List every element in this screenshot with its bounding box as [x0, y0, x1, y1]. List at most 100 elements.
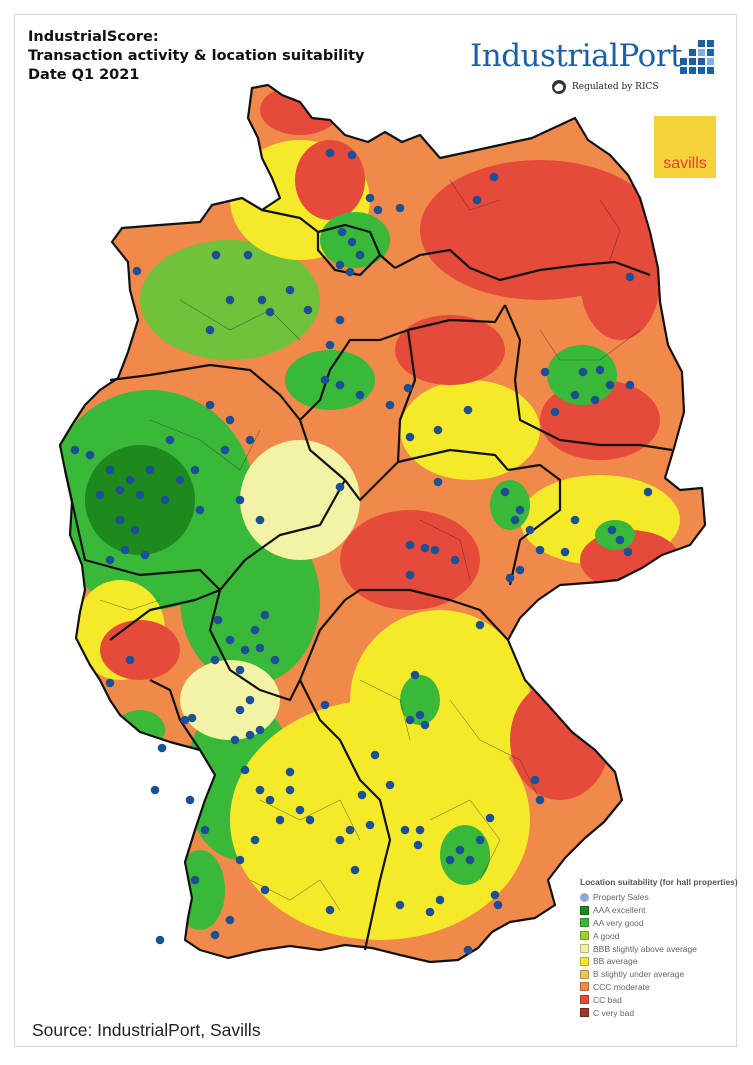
property-sale-marker	[320, 375, 330, 385]
legend-label: BBB slightly above average	[593, 943, 697, 954]
property-sale-marker	[335, 482, 345, 492]
property-sale-marker	[175, 475, 185, 485]
legend-swatch	[580, 969, 589, 979]
property-sale-marker	[355, 390, 365, 400]
savills-text: savills	[663, 155, 707, 172]
property-sale-marker	[235, 855, 245, 865]
property-sale-marker	[325, 340, 335, 350]
property-sale-marker	[357, 790, 367, 800]
property-sale-marker	[85, 450, 95, 460]
property-sale-marker	[105, 678, 115, 688]
property-sale-marker	[115, 515, 125, 525]
property-sale-marker	[257, 295, 267, 305]
property-sale-marker	[130, 525, 140, 535]
property-sale-marker	[570, 515, 580, 525]
property-sale-marker	[70, 445, 80, 455]
property-sale-marker	[285, 767, 295, 777]
property-sale-marker	[105, 555, 115, 565]
page-frame	[14, 14, 737, 1047]
property-sale-marker	[625, 272, 635, 282]
property-sale-marker	[303, 305, 313, 315]
legend-label: C very bad	[593, 1007, 635, 1018]
legend-item: AA very good	[580, 917, 730, 930]
property-sale-marker	[225, 295, 235, 305]
property-sale-marker	[305, 815, 315, 825]
property-sale-marker	[260, 610, 270, 620]
property-sale-marker	[578, 367, 588, 377]
property-sale-marker	[132, 266, 142, 276]
property-sale-marker	[335, 380, 345, 390]
legend-items: Property Sales AAA excellent AA very good A…	[580, 891, 730, 1019]
property-sale-marker	[615, 535, 625, 545]
property-sale-marker	[550, 407, 560, 417]
property-sale-marker	[433, 477, 443, 487]
property-sale-marker	[490, 890, 500, 900]
legend-swatch	[580, 1008, 589, 1018]
property-sale-marker	[205, 400, 215, 410]
property-sale-marker	[285, 785, 295, 795]
property-sale-marker	[413, 840, 423, 850]
property-sale-marker	[590, 395, 600, 405]
rics-text: Regulated by RICS	[572, 82, 659, 92]
property-sale-marker	[510, 515, 520, 525]
property-sale-marker	[240, 765, 250, 775]
property-sale-marker	[405, 715, 415, 725]
property-sale-marker	[433, 425, 443, 435]
legend-swatch	[580, 931, 589, 941]
brand-name: IndustrialPort	[470, 38, 683, 74]
legend-label: BB average	[593, 956, 638, 967]
property-sale-marker	[485, 813, 495, 823]
property-sale-marker	[400, 825, 410, 835]
property-sale-marker	[415, 710, 425, 720]
property-sale-marker	[420, 543, 430, 553]
property-sale-marker	[410, 670, 420, 680]
property-sale-marker	[225, 415, 235, 425]
property-sale-marker	[405, 432, 415, 442]
property-sale-marker	[435, 895, 445, 905]
property-sale-marker	[235, 705, 245, 715]
property-sale-marker	[395, 203, 405, 213]
property-sale-marker	[403, 383, 413, 393]
property-sale-marker	[355, 250, 365, 260]
property-sale-marker	[135, 490, 145, 500]
property-sale-marker	[570, 390, 580, 400]
property-sale-marker	[265, 307, 275, 317]
property-sale-marker	[125, 475, 135, 485]
legend-item: BB average	[580, 955, 730, 968]
property-sale-marker	[275, 815, 285, 825]
legend-label: B slightly under average	[593, 969, 685, 980]
property-sale-marker	[245, 730, 255, 740]
legend-item: CC bad	[580, 993, 730, 1006]
property-sale-marker	[105, 465, 115, 475]
property-sale-marker	[250, 625, 260, 635]
property-sale-marker	[373, 205, 383, 215]
map-title: IndustrialScore: Transaction activity & …	[28, 28, 365, 85]
grid-squares-icon	[680, 40, 714, 74]
property-sale-marker	[115, 485, 125, 495]
property-sale-marker	[415, 825, 425, 835]
property-sale-marker	[235, 495, 245, 505]
property-sale-marker	[145, 465, 155, 475]
property-sale-marker	[125, 655, 135, 665]
property-sale-marker	[205, 325, 215, 335]
property-sale-marker	[345, 267, 355, 277]
legend-swatch	[580, 918, 589, 928]
property-sale-marker	[347, 237, 357, 247]
legend-item: B slightly under average	[580, 968, 730, 981]
property-sale-marker	[245, 695, 255, 705]
property-sale-marker	[250, 835, 260, 845]
property-sale-marker	[500, 487, 510, 497]
legend-item: Property Sales	[580, 891, 730, 904]
rics-lion-icon	[552, 80, 566, 94]
property-sale-marker	[525, 525, 535, 535]
legend-swatch	[580, 944, 589, 954]
property-sale-marker	[540, 367, 550, 377]
property-sale-marker	[445, 855, 455, 865]
legend-swatch	[580, 956, 589, 966]
property-sale-marker	[225, 635, 235, 645]
property-sale-marker	[255, 643, 265, 653]
property-sale-marker	[365, 193, 375, 203]
property-sale-marker	[347, 150, 357, 160]
property-sale-marker	[505, 573, 515, 583]
